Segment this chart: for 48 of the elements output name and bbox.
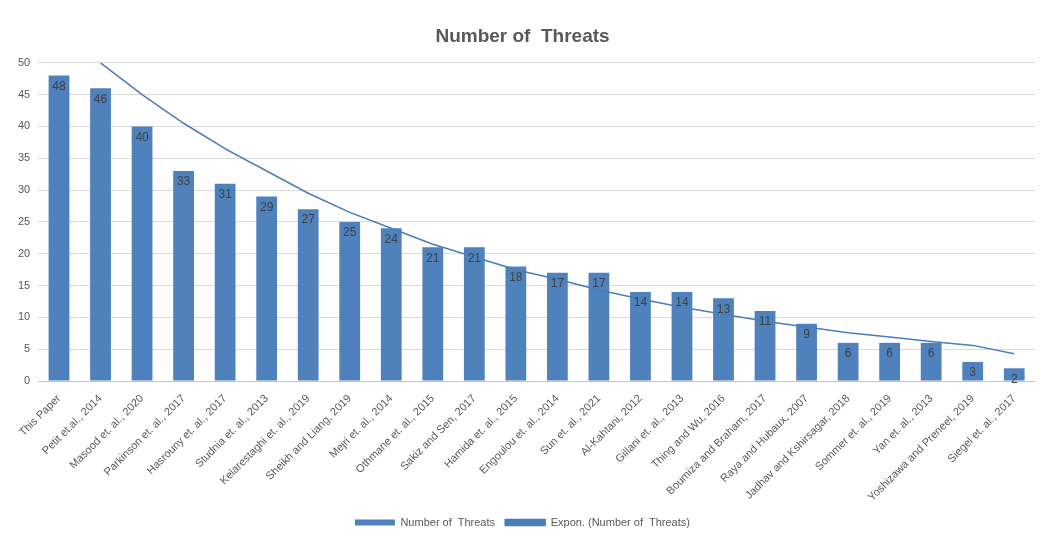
data-label: 29: [259, 199, 274, 214]
chart-title: Number of Threats: [435, 24, 610, 46]
bar: [214, 183, 236, 381]
y-tick-label: 45: [17, 87, 31, 100]
bar: [339, 221, 361, 381]
data-label: 25: [343, 225, 357, 240]
y-tick-label: 20: [17, 246, 31, 259]
data-label: 14: [675, 295, 689, 310]
bar: [131, 126, 153, 381]
bar: [297, 209, 319, 381]
bar: [48, 75, 70, 381]
data-label: 31: [218, 187, 233, 202]
y-tick-label: 50: [17, 55, 31, 68]
y-tick-label: 15: [17, 278, 31, 291]
data-label: 21: [467, 250, 482, 265]
data-label: 17: [592, 276, 606, 291]
bar: [837, 342, 859, 381]
data-label: 21: [426, 250, 440, 265]
data-label: 24: [384, 231, 399, 246]
legend-label: Number of Threats: [400, 515, 496, 528]
y-tick-label: 5: [24, 342, 31, 355]
data-label: 6: [844, 346, 852, 361]
y-tick-label: 0: [24, 374, 31, 387]
y-tick-label: 10: [17, 310, 31, 323]
bar: [173, 171, 194, 381]
legend-label: Expon. (Number of Threats): [550, 515, 690, 528]
bar: [962, 361, 984, 381]
data-label: 3: [969, 365, 977, 380]
bar: [90, 88, 111, 381]
data-label: 11: [758, 314, 772, 329]
data-label: 48: [52, 78, 66, 93]
data-label: 27: [301, 212, 316, 227]
y-tick-label: 25: [17, 214, 31, 227]
y-tick-label: 35: [17, 151, 31, 164]
data-label: 33: [176, 174, 191, 189]
y-tick-label: 40: [17, 119, 31, 132]
data-label: 9: [803, 327, 811, 342]
bar: [256, 196, 278, 381]
data-label: 6: [927, 346, 935, 361]
y-tick-label: 30: [17, 183, 31, 196]
data-label: 40: [135, 129, 150, 144]
data-label: 17: [550, 276, 565, 291]
bar: [879, 342, 901, 381]
data-label: 46: [93, 91, 108, 106]
data-label: 18: [509, 269, 523, 284]
data-label: 14: [633, 295, 648, 310]
data-label: 6: [886, 346, 894, 361]
data-label: 13: [716, 301, 731, 316]
